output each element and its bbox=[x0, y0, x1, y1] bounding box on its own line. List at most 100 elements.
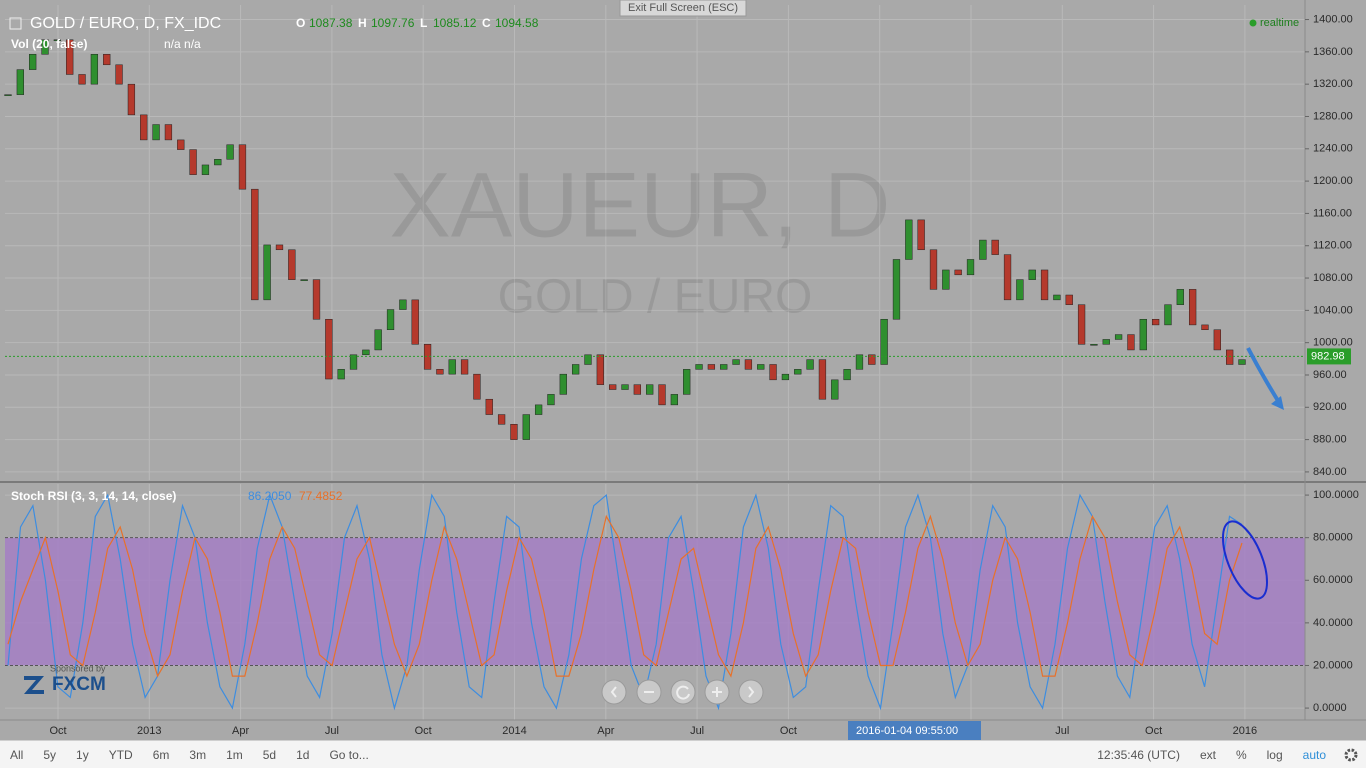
candle bbox=[880, 318, 888, 365]
settings-button[interactable] bbox=[1336, 747, 1366, 763]
candle bbox=[436, 369, 444, 375]
candle bbox=[78, 74, 86, 85]
candle bbox=[90, 54, 99, 85]
candle bbox=[411, 299, 419, 345]
candle bbox=[843, 369, 851, 381]
ohlc-value: 1097.76 bbox=[371, 16, 415, 30]
candle bbox=[744, 359, 753, 370]
y-tick-label: 880.00 bbox=[1313, 434, 1347, 446]
y-tick-label: 1320.00 bbox=[1313, 78, 1353, 90]
candle bbox=[53, 39, 62, 41]
reset[interactable] bbox=[670, 679, 696, 705]
candle bbox=[633, 384, 641, 395]
candle bbox=[1226, 349, 1234, 365]
range-button[interactable]: 6m bbox=[152, 747, 170, 762]
band bbox=[5, 537, 1305, 666]
scale-button[interactable]: log bbox=[1266, 747, 1283, 762]
realtime-dot bbox=[1249, 19, 1257, 27]
candle bbox=[448, 359, 456, 375]
annotation-arrow bbox=[1246, 347, 1282, 406]
y-tick-label: 1160.00 bbox=[1313, 207, 1352, 219]
candle bbox=[571, 364, 580, 375]
scroll-right[interactable] bbox=[738, 679, 764, 705]
candle bbox=[732, 359, 740, 365]
candle bbox=[609, 384, 617, 390]
candle bbox=[4, 94, 12, 96]
y-tick-label: 1240.00 bbox=[1313, 143, 1353, 155]
range-button[interactable]: All bbox=[10, 747, 24, 762]
candle bbox=[720, 364, 728, 370]
candle bbox=[942, 269, 950, 290]
candle bbox=[473, 373, 481, 400]
candle bbox=[1053, 294, 1061, 301]
x-tick-label: Jul bbox=[1055, 725, 1069, 737]
candle bbox=[855, 354, 864, 370]
candle bbox=[41, 39, 49, 55]
scale-button[interactable]: auto bbox=[1302, 747, 1326, 762]
range-button[interactable]: 1y bbox=[76, 747, 89, 762]
candle bbox=[288, 249, 296, 280]
range-button[interactable]: 5d bbox=[262, 747, 277, 762]
candle bbox=[1102, 339, 1110, 345]
chart: XAUEUR, D GOLD / EURO GOLD / EURO, D, FX… bbox=[0, 0, 1366, 740]
candle bbox=[485, 398, 493, 415]
candle bbox=[140, 114, 148, 141]
x-tick-label: Apr bbox=[232, 725, 249, 737]
candle bbox=[238, 144, 247, 190]
candle bbox=[979, 239, 987, 260]
annotation-ellipse bbox=[1221, 520, 1269, 600]
candle bbox=[325, 318, 333, 380]
scale-button[interactable]: % bbox=[1235, 747, 1247, 762]
range-button[interactable]: 1d bbox=[296, 747, 310, 762]
candle bbox=[1077, 304, 1086, 345]
candle bbox=[103, 54, 111, 66]
symbol-title[interactable]: GOLD / EURO, D, FX_IDC bbox=[30, 15, 221, 32]
candle bbox=[1090, 344, 1098, 346]
candle bbox=[127, 83, 136, 116]
indicator-value: 86.2050 bbox=[248, 489, 292, 503]
candle bbox=[868, 354, 876, 365]
exit-fullscreen-button[interactable] bbox=[619, 0, 747, 17]
candle bbox=[966, 259, 975, 276]
y-tick-label: 1040.00 bbox=[1313, 304, 1353, 316]
indicator-line bbox=[7, 514, 1243, 678]
candle bbox=[214, 159, 222, 166]
candle bbox=[386, 309, 395, 330]
candle bbox=[189, 149, 197, 175]
y-tick-label: 1200.00 bbox=[1313, 175, 1353, 187]
candle bbox=[66, 39, 74, 75]
candle bbox=[1127, 334, 1135, 351]
candle bbox=[29, 54, 37, 70]
range-button[interactable]: 3m bbox=[189, 747, 207, 762]
y-tick-label: 1080.00 bbox=[1313, 272, 1353, 284]
scroll-left[interactable] bbox=[601, 679, 627, 705]
ohlc-key: O bbox=[296, 16, 305, 30]
candle bbox=[1201, 324, 1209, 330]
collapse-icon[interactable] bbox=[9, 17, 22, 30]
exit-fullscreen-label[interactable]: Exit Full Screen (ESC) bbox=[628, 2, 738, 14]
ohlc-key: H bbox=[358, 16, 367, 30]
range-button[interactable]: Go to... bbox=[329, 747, 369, 762]
candle bbox=[954, 269, 962, 276]
candle bbox=[534, 404, 543, 415]
candle bbox=[362, 349, 370, 356]
candle bbox=[263, 244, 271, 301]
y-tick-label: 60.0000 bbox=[1313, 574, 1353, 586]
x-tick-label: Jul bbox=[690, 725, 704, 737]
candle bbox=[1164, 304, 1172, 326]
candle bbox=[683, 369, 691, 395]
candle bbox=[831, 379, 839, 400]
candle bbox=[1016, 279, 1024, 301]
candle bbox=[510, 424, 518, 440]
sponsor-name: FXCM bbox=[52, 674, 106, 695]
range-button[interactable]: 5y bbox=[43, 747, 57, 762]
range-button[interactable]: 1m bbox=[226, 747, 243, 762]
candle bbox=[596, 354, 604, 385]
candle bbox=[177, 139, 185, 150]
range-button[interactable]: YTD bbox=[108, 747, 133, 762]
gear-icon bbox=[1344, 748, 1358, 761]
candle bbox=[769, 364, 777, 381]
clock: 12:35:46 (UTC) bbox=[1097, 747, 1180, 762]
scale-button[interactable]: ext bbox=[1199, 747, 1216, 762]
candle bbox=[460, 359, 469, 375]
